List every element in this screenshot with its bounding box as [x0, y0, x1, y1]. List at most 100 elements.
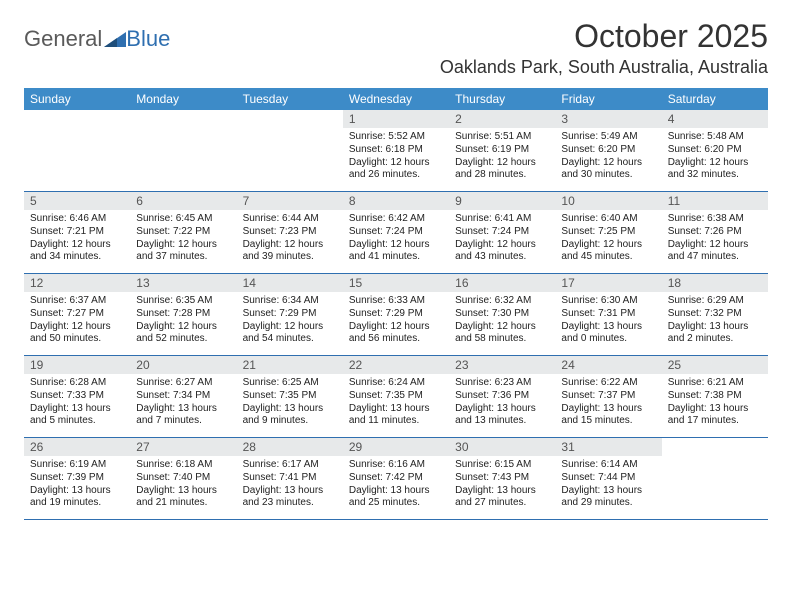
- date-number: 16: [449, 274, 555, 292]
- calendar-cell: 14Sunrise: 6:34 AMSunset: 7:29 PMDayligh…: [237, 274, 343, 356]
- date-number: 2: [449, 110, 555, 128]
- daylight-text: Daylight: 13 hours and 21 minutes.: [136, 485, 230, 511]
- sunrise-text: Sunrise: 5:48 AM: [668, 131, 762, 144]
- daylight-text: Daylight: 13 hours and 7 minutes.: [136, 403, 230, 429]
- cell-body: Sunrise: 5:49 AMSunset: 6:20 PMDaylight:…: [555, 128, 661, 186]
- sunset-text: Sunset: 7:30 PM: [455, 308, 549, 321]
- cell-body: Sunrise: 6:30 AMSunset: 7:31 PMDaylight:…: [555, 292, 661, 350]
- cell-body: Sunrise: 6:22 AMSunset: 7:37 PMDaylight:…: [555, 374, 661, 432]
- calendar-cell: 20Sunrise: 6:27 AMSunset: 7:34 PMDayligh…: [130, 356, 236, 438]
- date-number: 3: [555, 110, 661, 128]
- sunrise-text: Sunrise: 6:34 AM: [243, 295, 337, 308]
- logo: General Blue: [24, 18, 170, 52]
- sunset-text: Sunset: 7:28 PM: [136, 308, 230, 321]
- daylight-text: Daylight: 12 hours and 52 minutes.: [136, 321, 230, 347]
- cell-body: Sunrise: 6:27 AMSunset: 7:34 PMDaylight:…: [130, 374, 236, 432]
- calendar-cell: 31Sunrise: 6:14 AMSunset: 7:44 PMDayligh…: [555, 438, 661, 520]
- daylight-text: Daylight: 13 hours and 2 minutes.: [668, 321, 762, 347]
- date-number: 9: [449, 192, 555, 210]
- cell-body: Sunrise: 6:35 AMSunset: 7:28 PMDaylight:…: [130, 292, 236, 350]
- sunset-text: Sunset: 7:27 PM: [30, 308, 124, 321]
- cell-body: Sunrise: 6:16 AMSunset: 7:42 PMDaylight:…: [343, 456, 449, 514]
- sunset-text: Sunset: 7:43 PM: [455, 472, 549, 485]
- date-number: 15: [343, 274, 449, 292]
- sunset-text: Sunset: 7:36 PM: [455, 390, 549, 403]
- calendar-cell: 30Sunrise: 6:15 AMSunset: 7:43 PMDayligh…: [449, 438, 555, 520]
- sunrise-text: Sunrise: 6:21 AM: [668, 377, 762, 390]
- date-number: 18: [662, 274, 768, 292]
- calendar-cell: 27Sunrise: 6:18 AMSunset: 7:40 PMDayligh…: [130, 438, 236, 520]
- calendar-cell: 28 Sunrise: 6:17 AMSunset: 7:41 PMDayligh…: [237, 438, 343, 520]
- sunset-text: Sunset: 7:31 PM: [561, 308, 655, 321]
- cell-body: Sunrise: 6:25 AMSunset: 7:35 PMDaylight:…: [237, 374, 343, 432]
- cell-body: Sunrise: 5:52 AMSunset: 6:18 PMDaylight:…: [343, 128, 449, 186]
- date-number: 27: [130, 438, 236, 456]
- sunrise-text: Sunrise: 6:45 AM: [136, 213, 230, 226]
- day-header: Wednesday: [343, 88, 449, 110]
- daylight-text: Daylight: 12 hours and 43 minutes.: [455, 239, 549, 265]
- sunset-text: Sunset: 6:18 PM: [349, 144, 443, 157]
- daylight-text: Daylight: 12 hours and 41 minutes.: [349, 239, 443, 265]
- daylight-text: Daylight: 12 hours and 34 minutes.: [30, 239, 124, 265]
- sunset-text: Sunset: 7:35 PM: [243, 390, 337, 403]
- sunrise-text: Sunrise: 6:46 AM: [30, 213, 124, 226]
- sunrise-text: Sunrise: 6:17 AM: [243, 459, 337, 472]
- cell-body: Sunrise: 6:15 AMSunset: 7:43 PMDaylight:…: [449, 456, 555, 514]
- cell-body: Sunrise: 6:38 AMSunset: 7:26 PMDaylight:…: [662, 210, 768, 268]
- daylight-text: Daylight: 12 hours and 54 minutes.: [243, 321, 337, 347]
- sunset-text: Sunset: 7:41 PM: [243, 472, 337, 485]
- date-number: 12: [24, 274, 130, 292]
- day-header: Tuesday: [237, 88, 343, 110]
- date-number: 1: [343, 110, 449, 128]
- day-header: Saturday: [662, 88, 768, 110]
- cell-body: Sunrise: 6:28 AMSunset: 7:33 PMDaylight:…: [24, 374, 130, 432]
- date-number: 8: [343, 192, 449, 210]
- date-number: 22: [343, 356, 449, 374]
- cell-body: Sunrise: 6:44 AMSunset: 7:23 PMDaylight:…: [237, 210, 343, 268]
- sunset-text: Sunset: 7:24 PM: [349, 226, 443, 239]
- calendar-cell: 3Sunrise: 5:49 AMSunset: 6:20 PMDaylight…: [555, 110, 661, 192]
- daylight-text: Daylight: 13 hours and 25 minutes.: [349, 485, 443, 511]
- calendar-cell: 8Sunrise: 6:42 AMSunset: 7:24 PMDaylight…: [343, 192, 449, 274]
- sunrise-text: Sunrise: 6:29 AM: [668, 295, 762, 308]
- sunrise-text: Sunrise: 6:16 AM: [349, 459, 443, 472]
- sunset-text: Sunset: 7:23 PM: [243, 226, 337, 239]
- logo-text-blue: Blue: [126, 26, 170, 52]
- sunrise-text: Sunrise: 6:27 AM: [136, 377, 230, 390]
- date-number: 13: [130, 274, 236, 292]
- daylight-text: Daylight: 12 hours and 45 minutes.: [561, 239, 655, 265]
- calendar-cell: 26Sunrise: 6:19 AMSunset: 7:39 PMDayligh…: [24, 438, 130, 520]
- calendar-cell: 22Sunrise: 6:24 AMSunset: 7:35 PMDayligh…: [343, 356, 449, 438]
- sunset-text: Sunset: 7:24 PM: [455, 226, 549, 239]
- daylight-text: Daylight: 12 hours and 50 minutes.: [30, 321, 124, 347]
- calendar-cell: 17Sunrise: 6:30 AMSunset: 7:31 PMDayligh…: [555, 274, 661, 356]
- date-number: 5: [24, 192, 130, 210]
- sunrise-text: Sunrise: 6:28 AM: [30, 377, 124, 390]
- sunrise-text: Sunrise: 6:19 AM: [30, 459, 124, 472]
- day-header: Thursday: [449, 88, 555, 110]
- calendar-cell: 4Sunrise: 5:48 AMSunset: 6:20 PMDaylight…: [662, 110, 768, 192]
- sunrise-text: Sunrise: 6:18 AM: [136, 459, 230, 472]
- sunset-text: Sunset: 7:21 PM: [30, 226, 124, 239]
- calendar-cell: 15Sunrise: 6:33 AMSunset: 7:29 PMDayligh…: [343, 274, 449, 356]
- sunset-text: Sunset: 6:20 PM: [561, 144, 655, 157]
- calendar-cell: 11Sunrise: 6:38 AMSunset: 7:26 PMDayligh…: [662, 192, 768, 274]
- date-number: 28: [237, 438, 343, 456]
- daylight-text: Daylight: 13 hours and 27 minutes.: [455, 485, 549, 511]
- sunrise-text: Sunrise: 6:22 AM: [561, 377, 655, 390]
- sunrise-text: Sunrise: 6:41 AM: [455, 213, 549, 226]
- daylight-text: Daylight: 13 hours and 11 minutes.: [349, 403, 443, 429]
- sunset-text: Sunset: 7:25 PM: [561, 226, 655, 239]
- calendar-cell: 16Sunrise: 6:32 AMSunset: 7:30 PMDayligh…: [449, 274, 555, 356]
- sunset-text: Sunset: 6:20 PM: [668, 144, 762, 157]
- sunset-text: Sunset: 7:44 PM: [561, 472, 655, 485]
- date-number: 4: [662, 110, 768, 128]
- daylight-text: Daylight: 13 hours and 23 minutes.: [243, 485, 337, 511]
- calendar-cell: 7Sunrise: 6:44 AMSunset: 7:23 PMDaylight…: [237, 192, 343, 274]
- calendar-cell: 2Sunrise: 5:51 AMSunset: 6:19 PMDaylight…: [449, 110, 555, 192]
- calendar-cell: [662, 438, 768, 520]
- cell-body: Sunrise: 6:32 AMSunset: 7:30 PMDaylight:…: [449, 292, 555, 350]
- sunset-text: Sunset: 7:29 PM: [349, 308, 443, 321]
- cell-body: Sunrise: 6:34 AMSunset: 7:29 PMDaylight:…: [237, 292, 343, 350]
- date-number: 31: [555, 438, 661, 456]
